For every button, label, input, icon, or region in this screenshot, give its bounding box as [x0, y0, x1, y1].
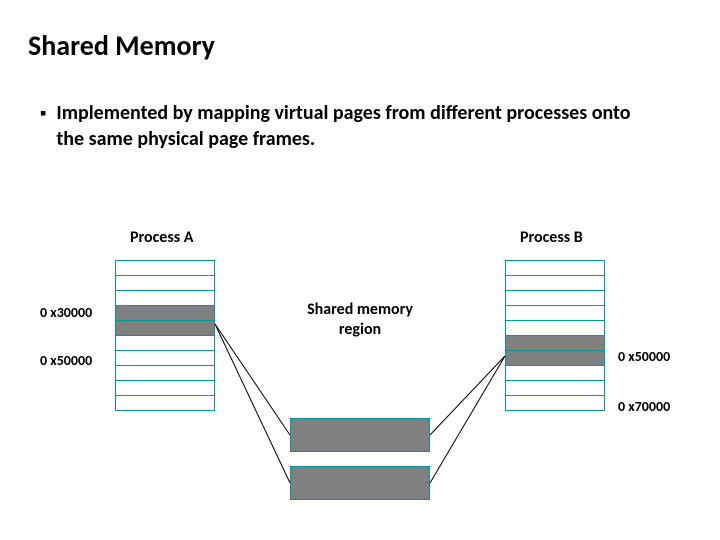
page-cell: [115, 395, 215, 411]
mapping-line: [430, 356, 505, 483]
shared-region-line1: Shared memory: [307, 300, 413, 319]
bullet-item: ▪ Implemented by mapping virtual pages f…: [40, 100, 660, 152]
page-cell: [115, 260, 215, 276]
page-cell: [505, 335, 605, 351]
addr-b-bottom: 0 x70000: [618, 398, 670, 415]
bullet-text: Implemented by mapping virtual pages fro…: [56, 100, 660, 152]
shared-region-line2: region: [339, 320, 381, 339]
page-cell: [505, 395, 605, 411]
mapping-line: [215, 324, 290, 483]
page-cell: [505, 380, 605, 396]
process-b-label: Process B: [520, 228, 583, 247]
bullet-marker: ▪: [40, 100, 46, 126]
page-cell: [115, 335, 215, 351]
page-cell: [505, 350, 605, 366]
addr-a-top: 0 x30000: [40, 304, 92, 321]
addr-a-bottom: 0 x50000: [40, 352, 92, 369]
page-cell: [115, 365, 215, 381]
addr-b-top: 0 x50000: [618, 348, 670, 365]
mapping-line: [215, 324, 290, 435]
page-cell: [115, 350, 215, 366]
page-cell: [505, 305, 605, 321]
page-cell: [115, 320, 215, 336]
process-a-label: Process A: [130, 228, 193, 247]
process-b-pagetable: [505, 260, 605, 411]
shared-region-label: Shared memory region: [290, 300, 430, 340]
page-cell: [505, 365, 605, 381]
page-cell: [115, 290, 215, 306]
page-cell: [505, 275, 605, 291]
page-cell: [115, 380, 215, 396]
mapping-line: [430, 356, 505, 435]
page-cell: [505, 320, 605, 336]
slide-title: Shared Memory: [28, 28, 215, 63]
physical-frame-2: [290, 466, 430, 500]
page-cell: [505, 290, 605, 306]
mapping-lines: [0, 0, 720, 540]
physical-frame-1: [290, 418, 430, 452]
process-a-pagetable: [115, 260, 215, 411]
page-cell: [115, 305, 215, 321]
page-cell: [115, 275, 215, 291]
page-cell: [505, 260, 605, 276]
